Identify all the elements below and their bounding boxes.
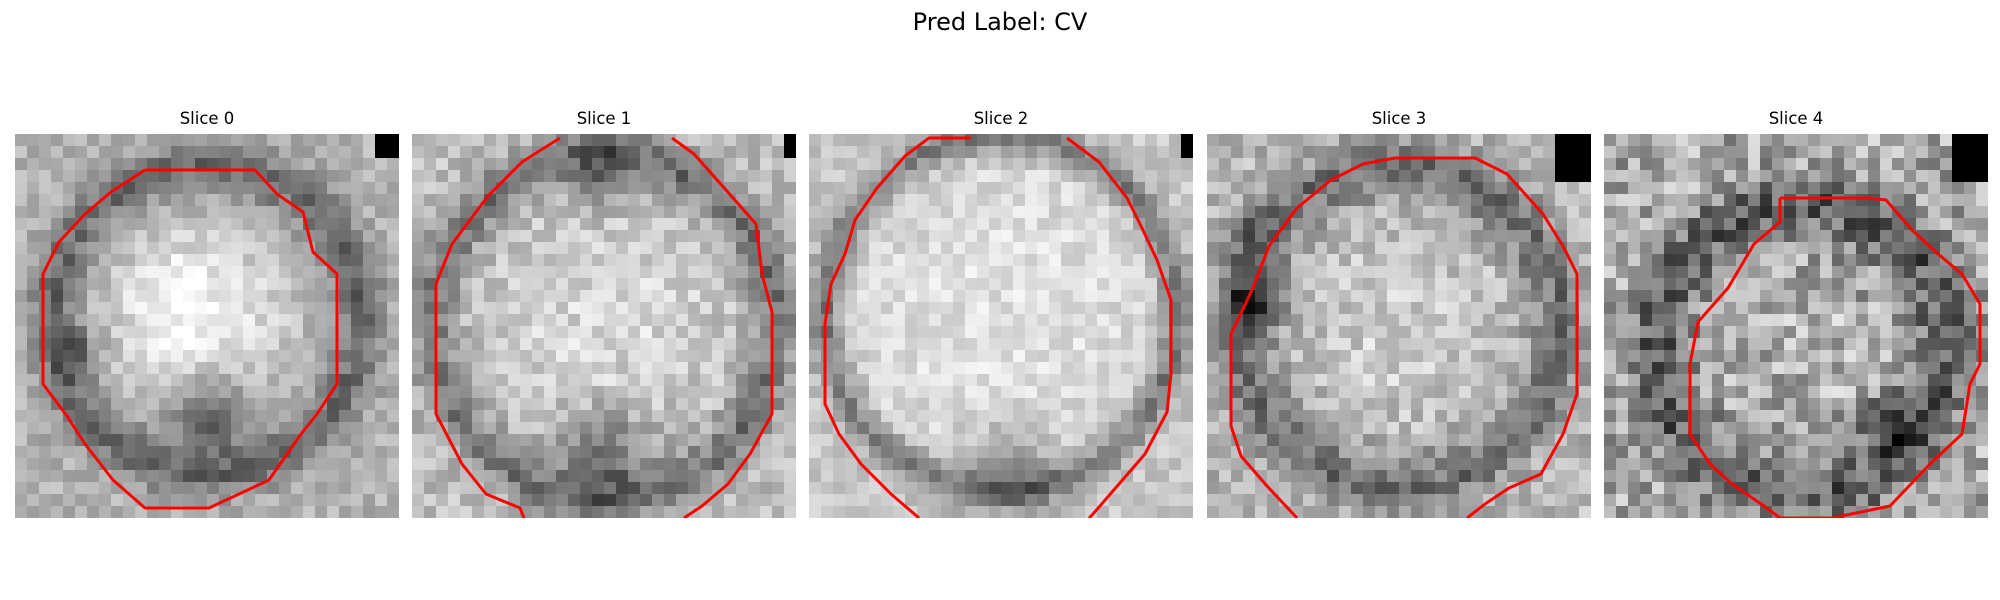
slice-image	[809, 134, 1193, 518]
segmentation-contour	[1229, 156, 1579, 518]
slice-title: Slice 1	[576, 109, 632, 128]
slice-title: Slice 3	[1371, 109, 1427, 128]
segmentation-contour	[1688, 196, 1982, 518]
slice-image	[15, 134, 399, 518]
slice-image	[1207, 134, 1591, 518]
segmentation-contour	[41, 168, 339, 510]
slice-image	[412, 134, 796, 518]
slice-title: Slice 2	[973, 109, 1029, 128]
figure-title: Pred Label: CV	[912, 8, 1088, 36]
segmentation-contour	[434, 136, 561, 518]
slice-title: Slice 0	[179, 109, 235, 128]
segmentation-contour	[671, 136, 774, 518]
segmentation-contour	[1066, 136, 1173, 518]
slice-image	[1604, 134, 1988, 518]
slice-title: Slice 4	[1768, 109, 1824, 128]
segmentation-contour	[823, 136, 971, 518]
